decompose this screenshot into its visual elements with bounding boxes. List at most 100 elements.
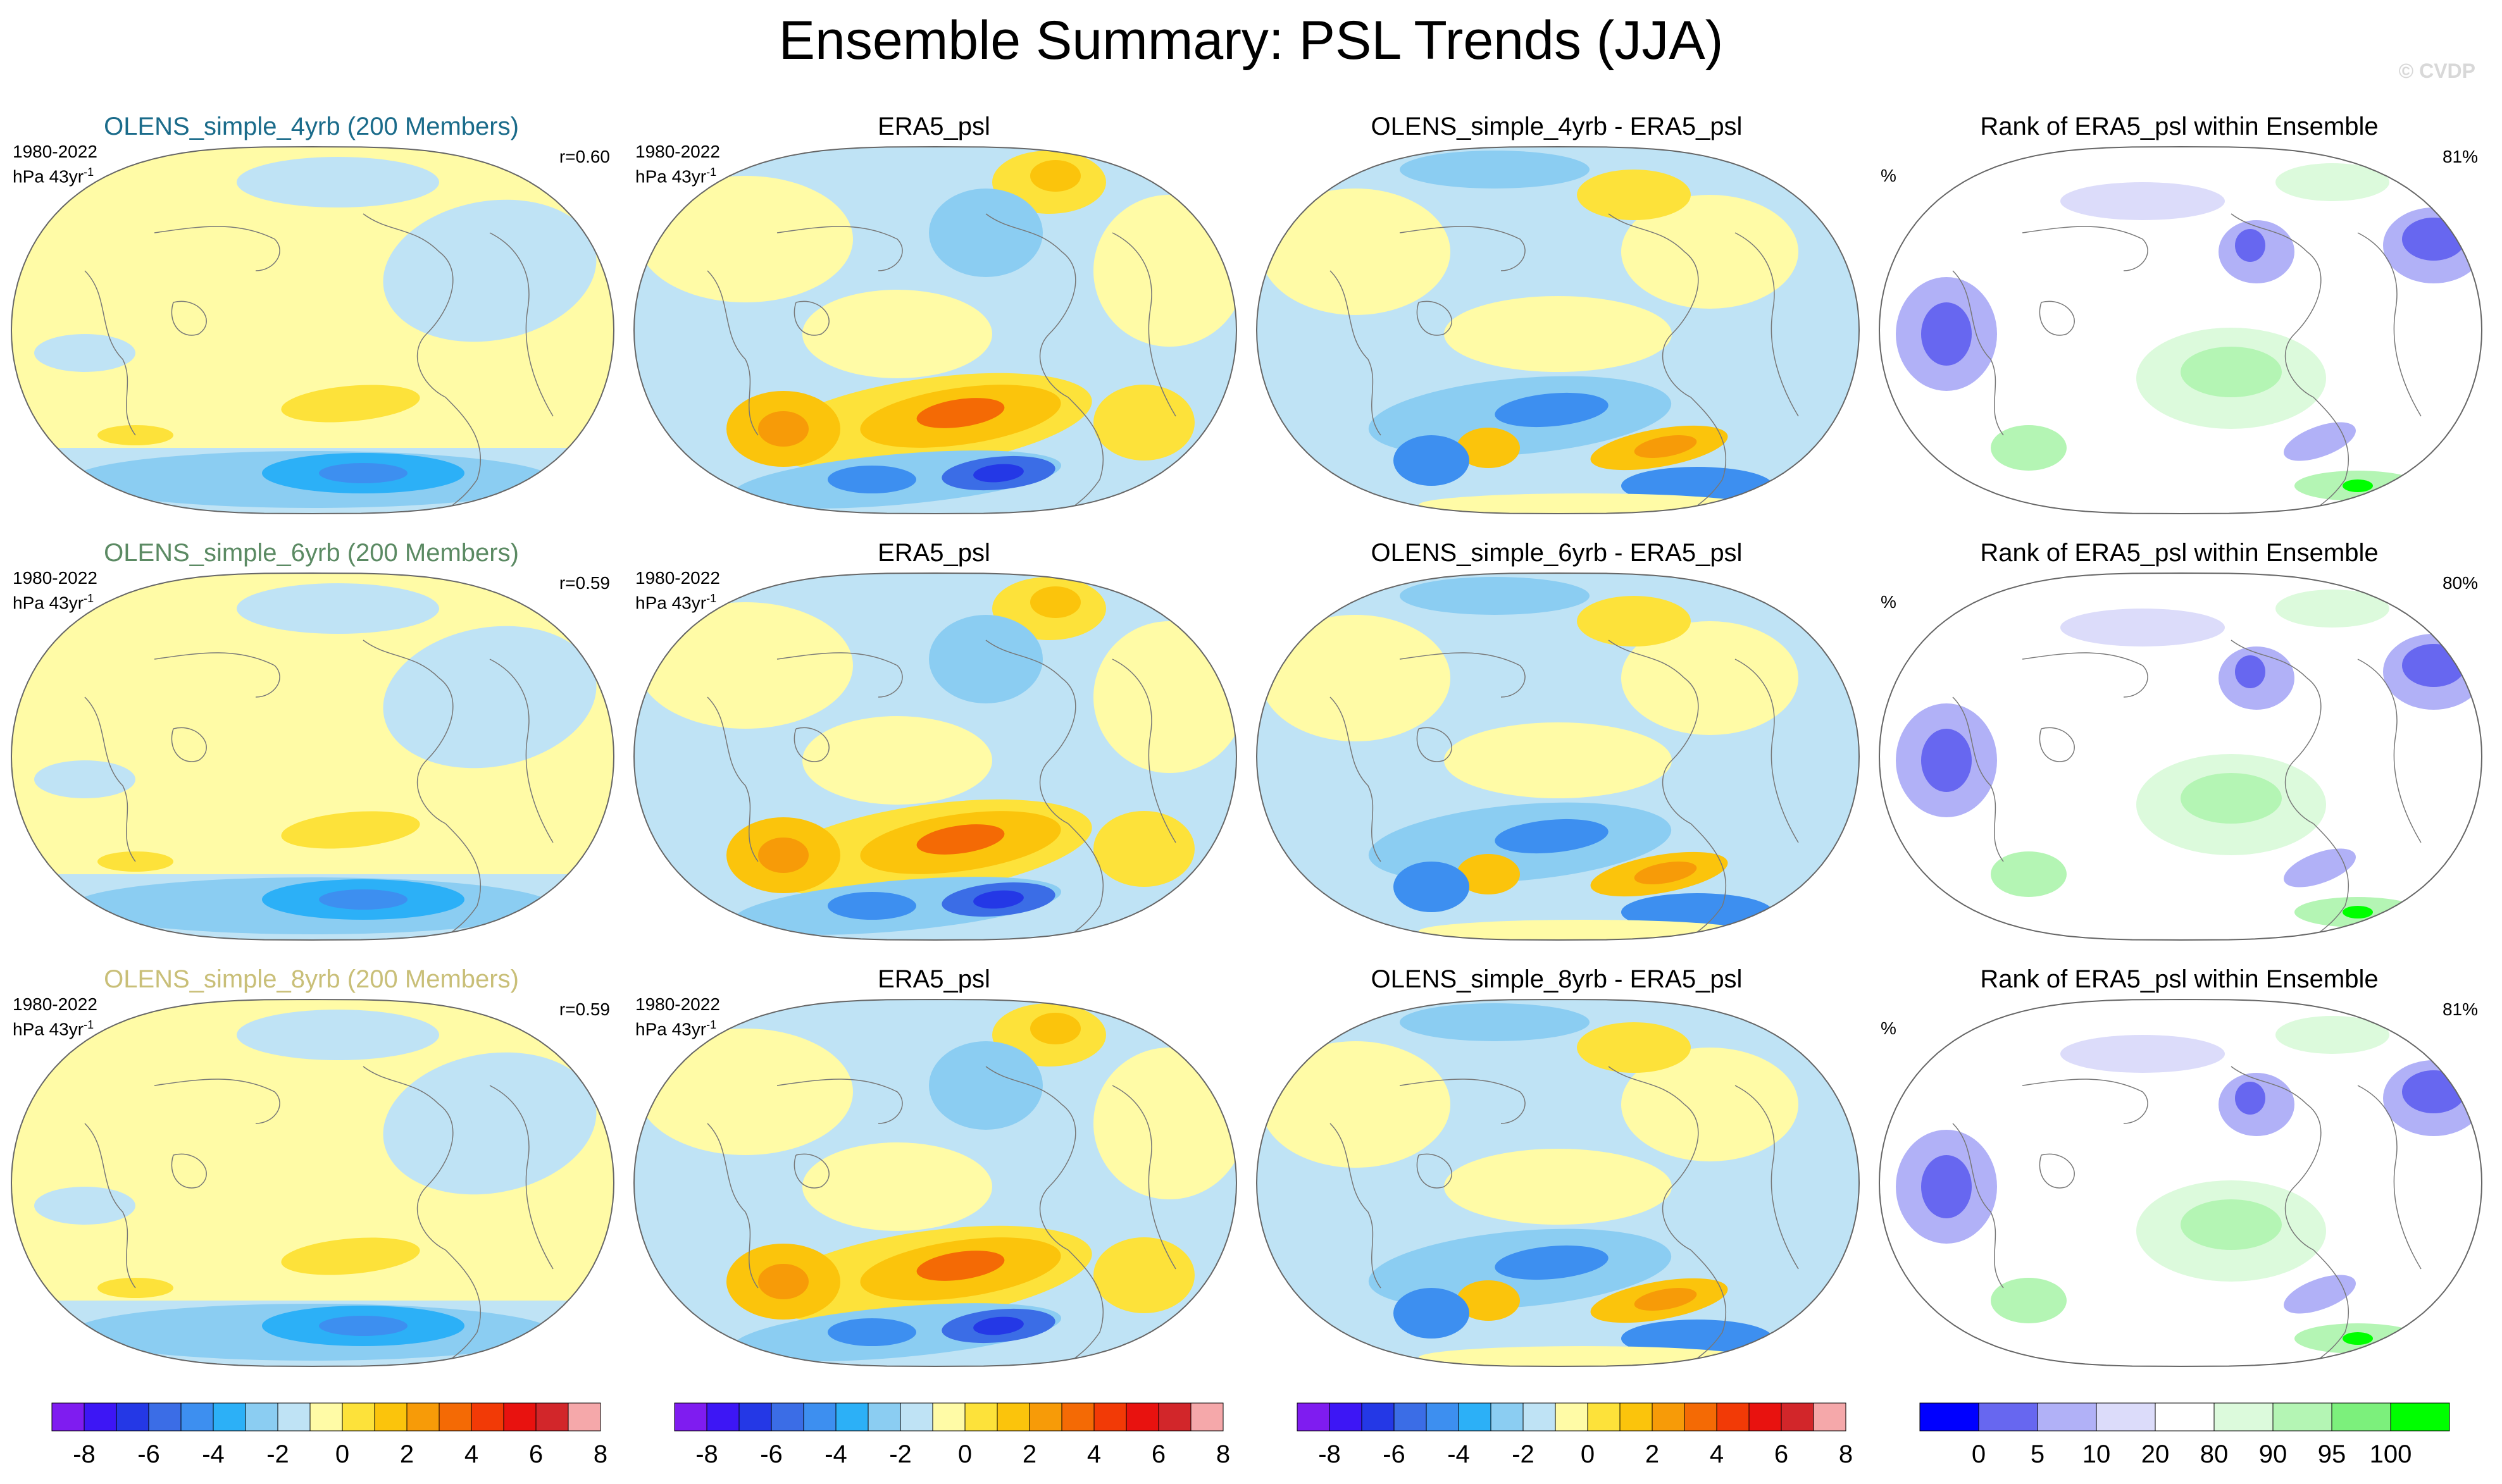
- coastline-4: [2357, 1085, 2422, 1270]
- colorbar-swatch: [84, 1402, 117, 1431]
- field-positive-arctic-core: [1030, 1013, 1081, 1044]
- field-positive-nw: [1260, 1041, 1450, 1168]
- coastline-1: [1067, 823, 1104, 938]
- map-outline: [1255, 572, 1860, 941]
- colorbar-swatch: [706, 1402, 740, 1431]
- coastline-2: [1399, 652, 1526, 698]
- field-positive-south-max: [916, 824, 1005, 855]
- field-positive-south-b-core: [1634, 1288, 1697, 1311]
- panel-title-rank: Rank of ERA5_psl within Ensemble: [1980, 113, 2379, 140]
- field-high-rank-sw: [1991, 425, 2067, 471]
- coastline-0: [2231, 213, 2322, 398]
- colorbar-swatch: [835, 1402, 869, 1431]
- coastline-4: [2357, 659, 2422, 843]
- colorbar-swatch: [1978, 1402, 2038, 1431]
- field-high-rank-south-core: [2343, 479, 2373, 492]
- colorbar-swatch: [374, 1402, 408, 1431]
- colorbar-swatch: [406, 1402, 440, 1431]
- colorbar-tick-label: 0: [335, 1440, 349, 1468]
- coastline-5: [1952, 696, 2004, 862]
- map-outline: [10, 145, 615, 515]
- field-positive-band: [281, 385, 420, 423]
- coastline-5: [84, 270, 136, 436]
- field-positive-central: [802, 290, 992, 378]
- panel-title-model: OLENS_simple_4yrb (200 Members): [104, 113, 519, 140]
- colorbar-swatch: [116, 1402, 149, 1431]
- colorbar-swatch: [1781, 1402, 1814, 1431]
- colorbar-trend-1: -8 -6 -4 -2 0 2 4 6 8: [39, 1402, 613, 1471]
- panel-diff-row-2: OLENS_simple_6yrb - ERA5_psl: [1247, 538, 1867, 943]
- colorbar-swatch: [439, 1402, 472, 1431]
- coastline-5: [707, 696, 759, 862]
- field-negative-arctic: [1400, 577, 1590, 615]
- coastline-2: [154, 1079, 280, 1124]
- percent-unit-label: %: [1881, 166, 1896, 185]
- field-low-rank-na-core: [2235, 229, 2265, 262]
- field-negative-na: [929, 615, 1043, 703]
- colorbar-swatch: [1587, 1402, 1621, 1431]
- colorbar-trend-3: -8 -6 -4 -2 0 2 4 6 8: [1285, 1402, 1858, 1471]
- units-text: hPa 43yr: [13, 1019, 84, 1039]
- colorbar-tick-label: 2: [400, 1440, 414, 1468]
- colorbar-swatch: [309, 1402, 343, 1431]
- map-outline: [10, 572, 615, 941]
- panel-rank-row-2: Rank of ERA5_psl within Ensemble% 80%: [1869, 538, 2489, 943]
- map-rank: [1877, 144, 2484, 516]
- field-positive-arctic: [1577, 170, 1691, 220]
- colorbar-swatch: [1426, 1402, 1459, 1431]
- coastline-0: [1608, 640, 1699, 824]
- field-negative-na: [929, 189, 1043, 277]
- colorbar-swatch: [1126, 1402, 1159, 1431]
- colorbar-swatch: [2037, 1402, 2097, 1431]
- colorbar-swatch: [2213, 1402, 2274, 1431]
- colorbar-tick-label: -4: [202, 1440, 225, 1468]
- coastline-0: [2231, 1066, 2322, 1251]
- period-label: 1980-2022: [13, 568, 97, 588]
- coastline-4: [1734, 232, 1799, 417]
- colorbar-swatch: [1919, 1402, 1979, 1431]
- field-positive-central: [1444, 1149, 1672, 1225]
- panel-title-obs: ERA5_psl: [878, 965, 990, 993]
- field-high-rank-arctic: [2275, 590, 2389, 628]
- field-positive-south-a: [1457, 428, 1520, 468]
- field-positive-south-a: [1457, 854, 1520, 894]
- coastline-2: [1399, 1079, 1526, 1124]
- rank-area-percent: 81%: [2442, 147, 2478, 166]
- coastline-5: [84, 696, 136, 862]
- colorbar-tick-label: 8: [1216, 1440, 1230, 1468]
- colorbar-swatch: [1158, 1402, 1192, 1431]
- units-exponent: -1: [84, 1018, 94, 1031]
- panel-title-diff: OLENS_simple_6yrb - ERA5_psl: [1371, 539, 1743, 567]
- field-positive-band: [281, 1237, 420, 1275]
- colorbar-swatch: [1061, 1402, 1095, 1431]
- coastline-4: [2357, 232, 2422, 417]
- coastline-3: [794, 727, 830, 762]
- coastline-1: [2313, 823, 2349, 938]
- field-negative-south-core: [1495, 819, 1609, 854]
- colorbar-tick-label: 6: [529, 1440, 543, 1468]
- period-label: 1980-2022: [635, 568, 720, 588]
- colorbar-swatch: [180, 1402, 214, 1431]
- field-negative-south-core-3: [973, 464, 1024, 483]
- field-positive-central: [802, 716, 992, 805]
- coastline-5: [1952, 270, 2004, 436]
- coastline-4: [1112, 1085, 1176, 1270]
- field-positive-se: [1093, 1237, 1195, 1313]
- field-negative-arctic: [1400, 1003, 1590, 1041]
- units-label: hPa 43yr-1: [13, 162, 94, 187]
- coastline-0: [985, 640, 1076, 824]
- field-high-rank-arctic: [2275, 163, 2389, 201]
- coastline-3: [2039, 1153, 2075, 1189]
- field-low-rank-north: [2060, 609, 2225, 646]
- field-weak-negative-nw: [34, 760, 135, 798]
- field-weak-negative-arctic: [237, 583, 439, 634]
- field-low-rank-se: [2284, 1275, 2356, 1314]
- colorbar-tick-label: 20: [2141, 1440, 2170, 1468]
- colorbar-swatch: [148, 1402, 182, 1431]
- field-positive-nw: [638, 176, 853, 302]
- field-high-rank-south-core: [2343, 1332, 2373, 1345]
- colorbar-tick-label: -6: [760, 1440, 783, 1468]
- coastline-3: [171, 300, 207, 336]
- colorbar-swatch: [213, 1402, 246, 1431]
- field-negative-south-core: [1495, 392, 1609, 428]
